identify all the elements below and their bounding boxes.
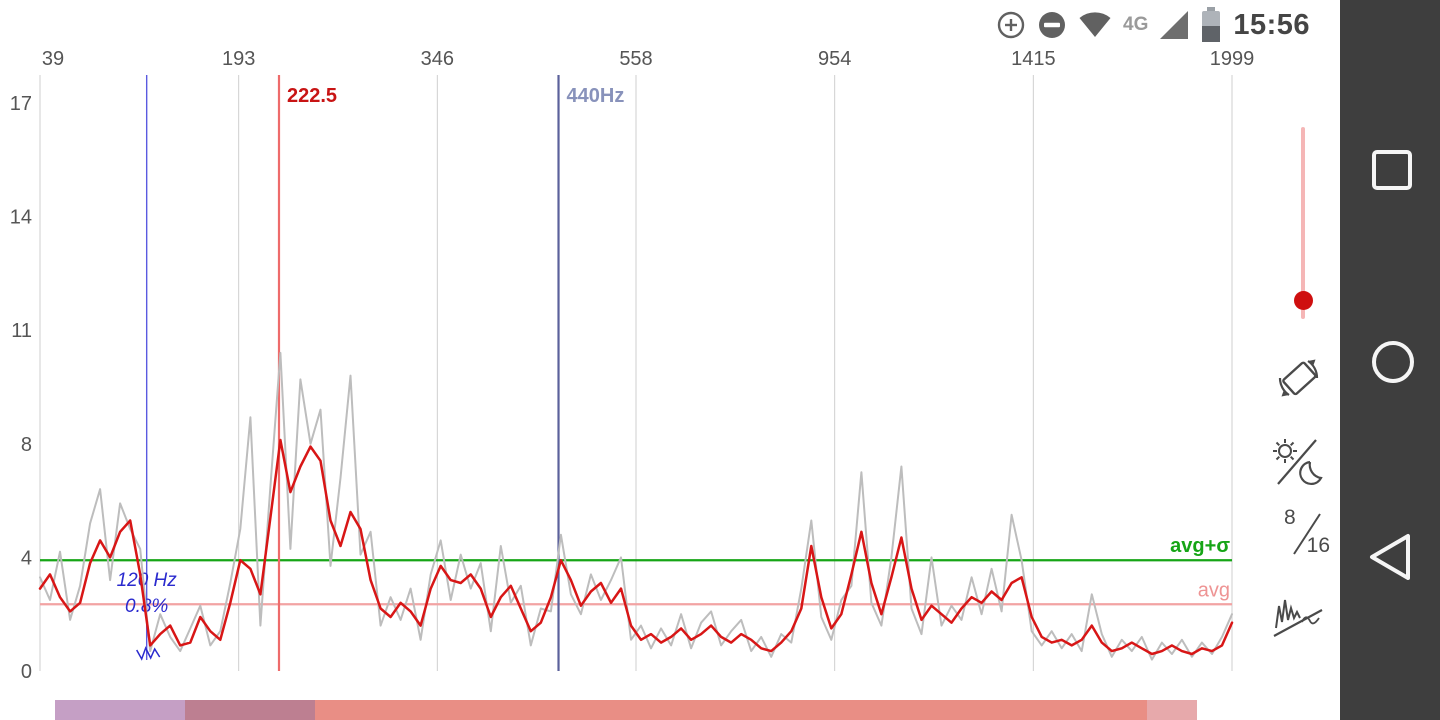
- reference-line-label: avg+σ: [1170, 535, 1230, 557]
- y-tick-label: 0: [21, 661, 32, 683]
- y-tick-label: 14: [10, 207, 32, 229]
- fraction-slash-icon: [1293, 513, 1321, 555]
- timeline-segment[interactable]: [185, 700, 316, 720]
- do-not-disturb-icon: [1039, 12, 1065, 38]
- x-tick-label: 1415: [1011, 48, 1056, 70]
- cursor-scribble-mark: [136, 646, 161, 661]
- y-tick-label: 8: [21, 434, 32, 456]
- reference-line-label: avg: [1198, 579, 1230, 601]
- recents-button[interactable]: [1340, 146, 1440, 194]
- back-button[interactable]: [1340, 528, 1440, 586]
- marker-label: 440Hz: [567, 85, 625, 107]
- navigation-bar: [1340, 0, 1440, 720]
- y-tick-label: 11: [11, 320, 32, 342]
- clock: 15:56: [1233, 8, 1311, 41]
- brightness-day-night-icon[interactable]: [1268, 434, 1328, 490]
- signal-icon: [1160, 11, 1189, 39]
- cursor-frequency-label: 120 Hz: [117, 570, 178, 591]
- home-button[interactable]: [1340, 336, 1440, 388]
- x-tick-label: 346: [421, 48, 454, 70]
- network-type-label: 4G: [1123, 14, 1149, 35]
- timeline-strip[interactable]: [55, 700, 1197, 720]
- x-tick-label: 954: [818, 48, 851, 70]
- gain-slider-track[interactable]: [1301, 127, 1305, 319]
- series-smoothed_spectrum: [38, 438, 1234, 656]
- y-tick-label: 17: [10, 93, 32, 115]
- timeline-segment[interactable]: [315, 700, 1147, 720]
- zoom-in-icon: [997, 11, 1025, 39]
- battery-icon: [1202, 7, 1221, 42]
- gain-slider-handle[interactable]: [1294, 291, 1313, 310]
- screen-rotate-icon[interactable]: [1268, 348, 1328, 408]
- y-tick-label: 4: [21, 547, 32, 569]
- fraction-numerator: 8: [1284, 506, 1296, 529]
- marker-label: 222.5: [287, 85, 337, 107]
- x-tick-label: 558: [619, 48, 652, 70]
- bits-fraction-control[interactable]: 8 16: [1282, 506, 1332, 562]
- timeline-segment[interactable]: [1146, 700, 1197, 720]
- x-tick-label: 1999: [1210, 48, 1255, 70]
- status-bar: 4G 15:56: [996, 5, 1310, 45]
- fraction-denominator: 16: [1306, 534, 1330, 557]
- timeline-segment[interactable]: [55, 700, 186, 720]
- x-tick-label: 39: [42, 48, 64, 70]
- waveform-style-icon[interactable]: [1268, 588, 1330, 644]
- wifi-icon: [1079, 12, 1111, 37]
- x-tick-label: 193: [222, 48, 255, 70]
